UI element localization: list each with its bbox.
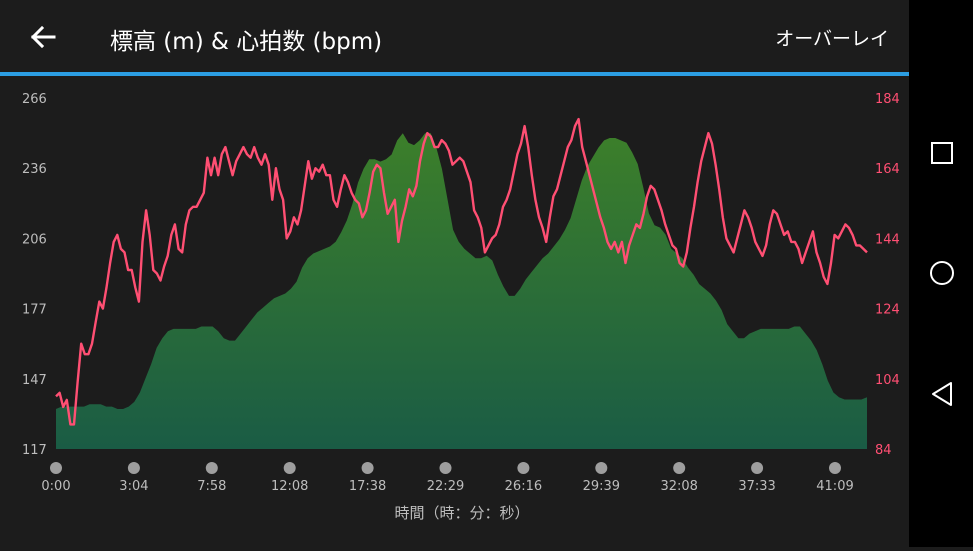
x-tick-marker bbox=[751, 462, 764, 474]
left-axis-tick: 117 bbox=[22, 443, 47, 458]
left-axis-tick: 236 bbox=[22, 162, 47, 177]
back-nav-button[interactable] bbox=[925, 377, 959, 411]
right-axis-tick: 104 bbox=[875, 373, 900, 388]
circle-icon bbox=[930, 261, 954, 285]
right-axis-tick: 84 bbox=[875, 443, 892, 458]
x-axis-tick: 26:16 bbox=[505, 479, 542, 494]
x-axis-tick: 17:38 bbox=[349, 479, 386, 494]
recent-apps-button[interactable] bbox=[925, 136, 959, 170]
x-tick-marker bbox=[361, 462, 374, 474]
x-tick-marker bbox=[205, 462, 218, 474]
right-axis-tick: 124 bbox=[875, 303, 900, 318]
x-tick-marker bbox=[283, 462, 296, 474]
chart-container: 266 236 206 177 147 117 184 164 144 124 104 84 0:0… bbox=[0, 76, 909, 547]
x-tick-marker bbox=[439, 462, 452, 474]
x-tick-marker bbox=[127, 462, 140, 474]
left-axis-tick: 177 bbox=[22, 303, 47, 318]
left-axis-tick: 266 bbox=[22, 92, 47, 107]
x-tick-marker bbox=[829, 462, 841, 474]
app-bar: 標高 (m) & 心拍数 (bpm) オーバーレイ bbox=[0, 0, 909, 76]
overlay-button[interactable]: オーバーレイ bbox=[775, 28, 889, 50]
square-icon bbox=[931, 142, 953, 164]
x-axis-tick: 37:33 bbox=[738, 479, 775, 494]
elevation-area bbox=[56, 133, 867, 450]
right-axis-tick: 164 bbox=[875, 162, 900, 177]
x-axis-tick: 3:04 bbox=[119, 479, 148, 494]
app-screen: 標高 (m) & 心拍数 (bpm) オーバーレイ 266 236 206 177 14… bbox=[0, 0, 909, 547]
x-axis-tick: 32:08 bbox=[660, 479, 697, 494]
right-axis-tick: 184 bbox=[875, 92, 900, 107]
x-tick-marker bbox=[673, 462, 686, 474]
x-axis-tick: 29:39 bbox=[583, 479, 620, 494]
x-axis-tick: 7:58 bbox=[197, 479, 226, 494]
x-axis-label: 時間（時：分：秒） bbox=[394, 504, 529, 522]
x-tick-marker bbox=[517, 462, 530, 474]
elevation-heart-rate-chart: 266 236 206 177 147 117 184 164 144 124 104 84 0:0… bbox=[22, 92, 900, 522]
x-axis-tick: 41:09 bbox=[816, 479, 853, 494]
x-axis-tick: 22:29 bbox=[427, 479, 464, 494]
back-arrow-icon bbox=[30, 25, 56, 49]
accent-divider bbox=[0, 72, 909, 76]
x-tick-marker bbox=[595, 462, 608, 474]
triangle-back-icon bbox=[932, 382, 952, 406]
page-title: 標高 (m) & 心拍数 (bpm) bbox=[110, 29, 383, 55]
home-button[interactable] bbox=[925, 256, 959, 290]
x-axis-tick: 0:00 bbox=[41, 479, 70, 494]
right-axis-tick: 144 bbox=[875, 232, 900, 247]
left-axis-tick: 147 bbox=[22, 373, 47, 388]
x-axis-tick: 12:08 bbox=[271, 479, 308, 494]
heart-rate-line bbox=[55, 117, 868, 426]
left-axis-tick: 206 bbox=[22, 232, 47, 247]
system-navigation-bar bbox=[909, 0, 973, 547]
back-button[interactable] bbox=[22, 20, 62, 54]
x-tick-marker bbox=[50, 462, 62, 474]
